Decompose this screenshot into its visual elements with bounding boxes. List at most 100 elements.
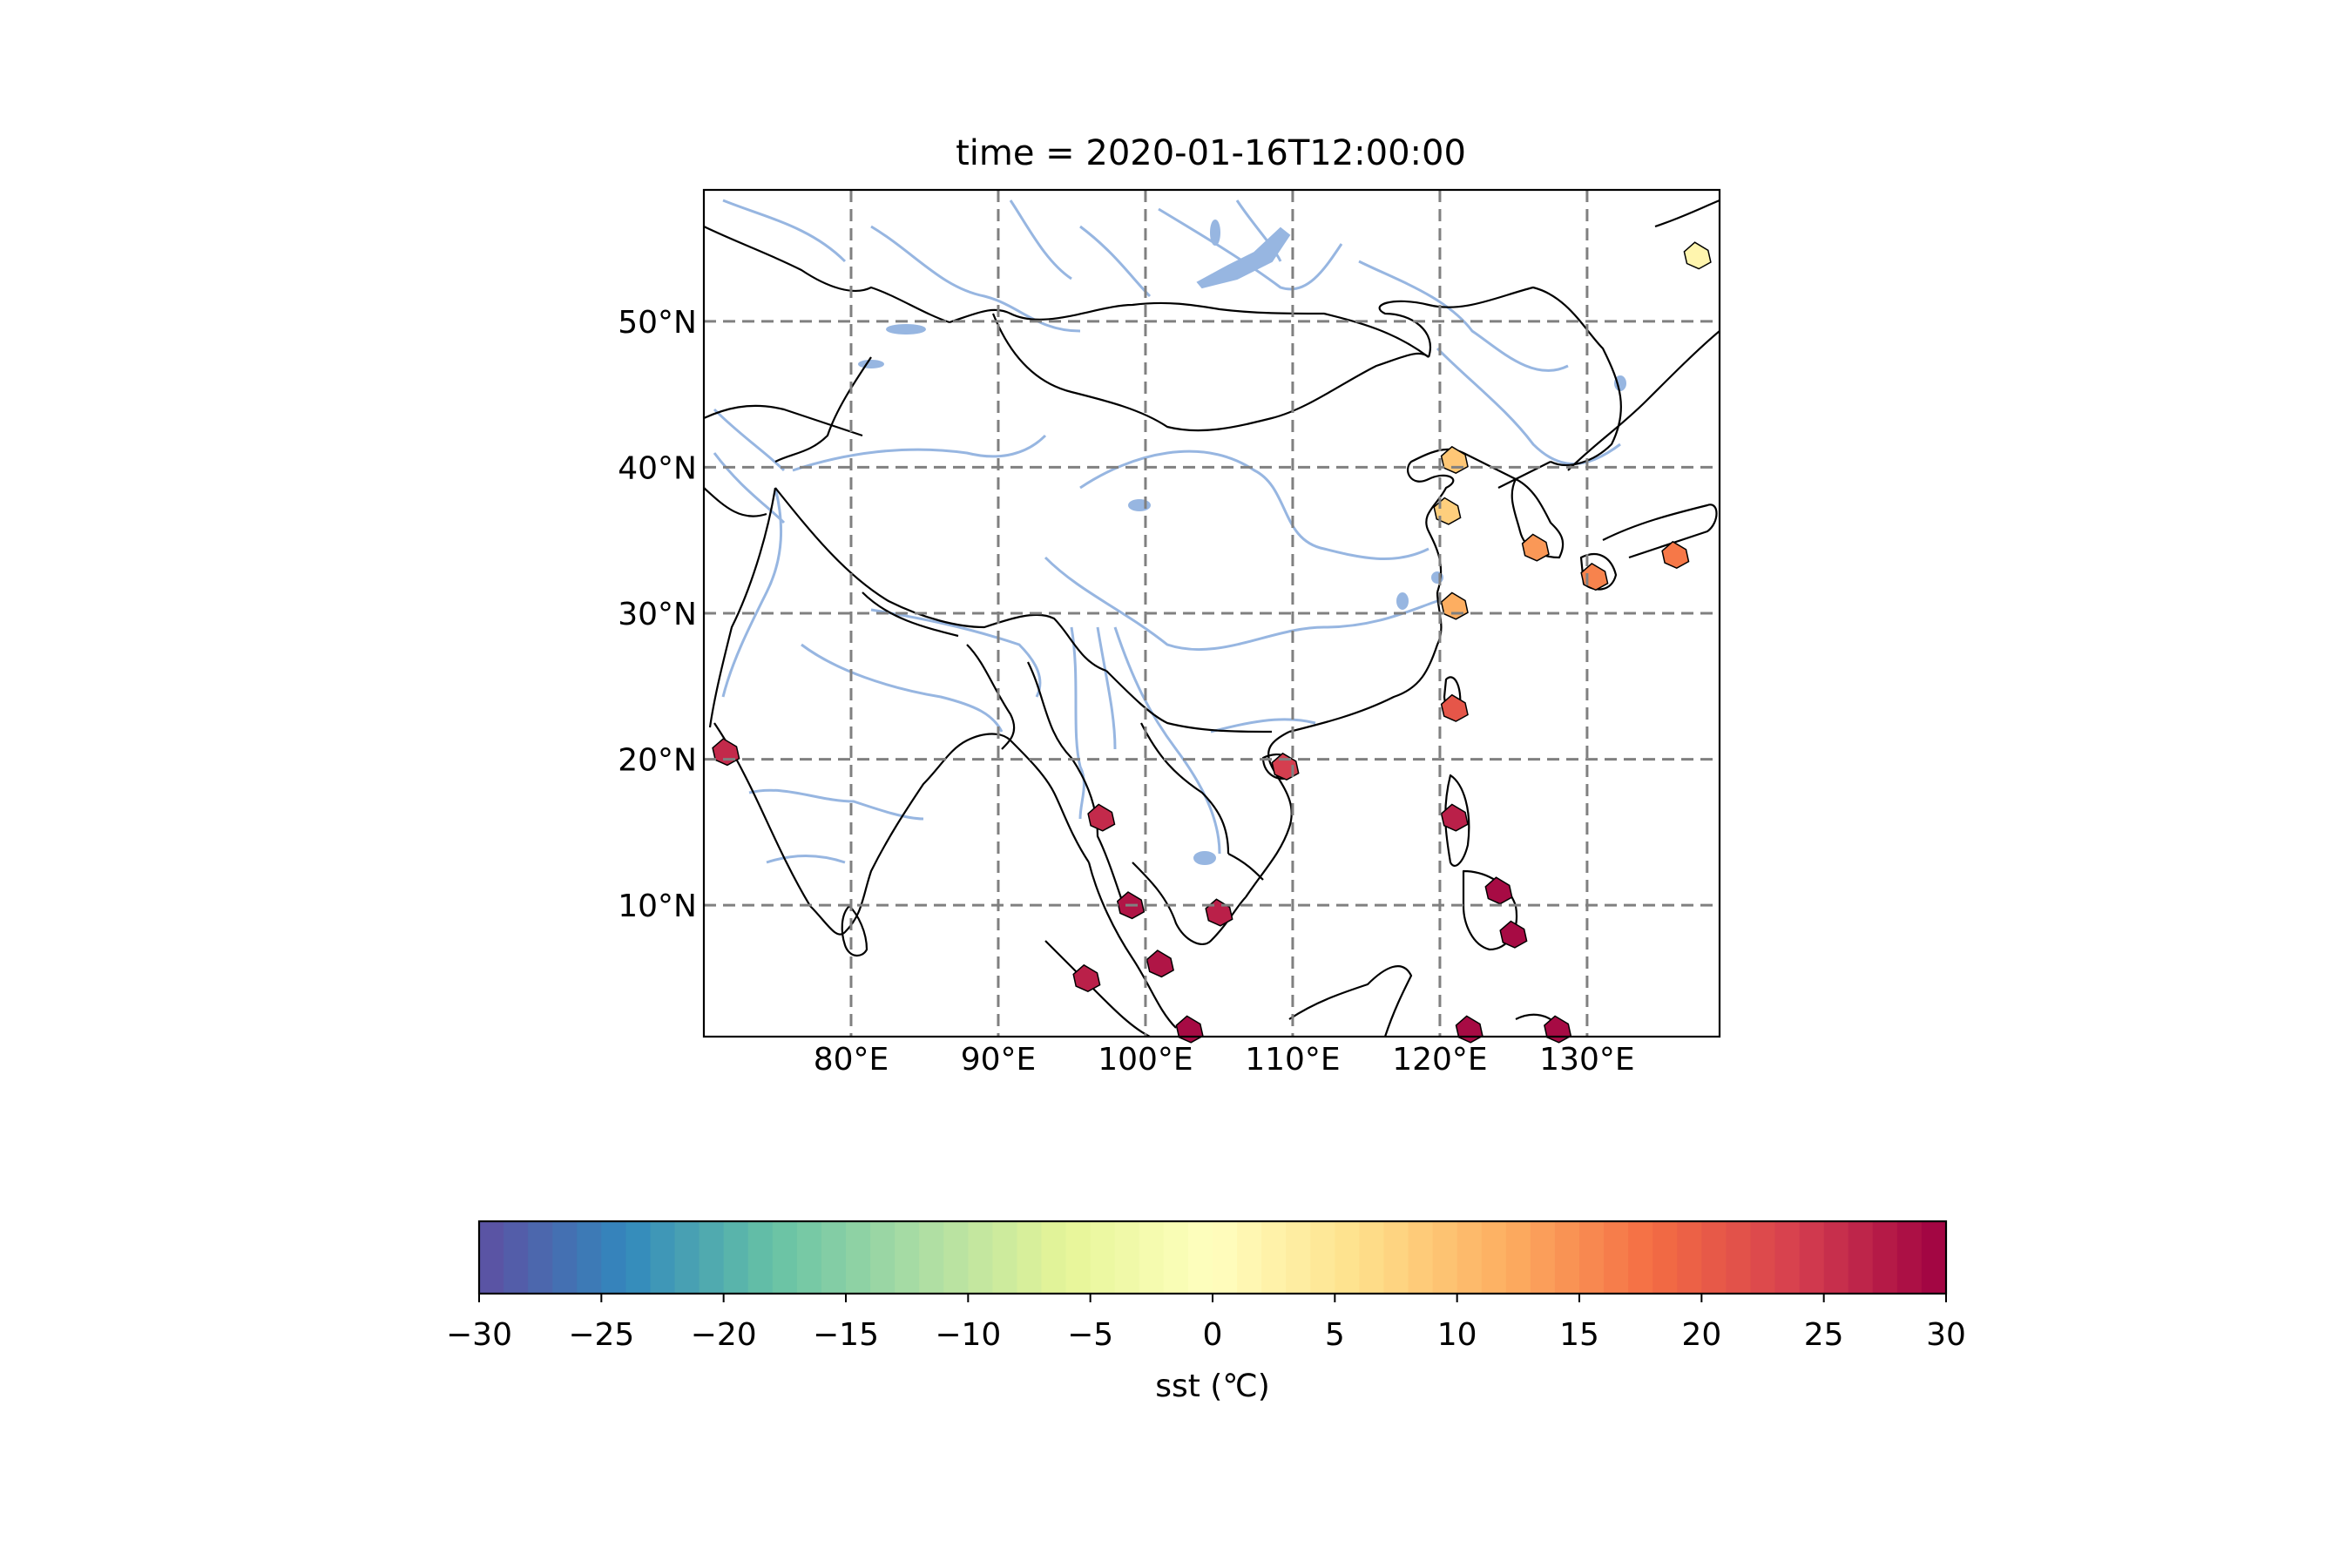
colorbar-tick-label: −5 xyxy=(1067,1317,1113,1353)
colorbar-segment xyxy=(1090,1221,1116,1294)
sst-patch xyxy=(1087,803,1116,832)
colorbar-segment xyxy=(1041,1221,1067,1294)
border-india-pakistan xyxy=(708,487,777,728)
river-irtysh xyxy=(870,225,1081,333)
border-mongolia-china xyxy=(991,313,1429,432)
coast-bay-of-bengal xyxy=(1010,740,1090,863)
lon-tick-label: 110°E xyxy=(1245,1042,1340,1078)
colorbar-segment xyxy=(577,1221,602,1294)
colorbar-segment xyxy=(1896,1221,1923,1294)
colorbar-segment xyxy=(1335,1221,1360,1294)
river-amur xyxy=(1358,260,1569,372)
coast-india xyxy=(713,722,1011,936)
colorbar-segment xyxy=(674,1221,700,1294)
lat-tick-label: 20°N xyxy=(618,743,697,779)
colorbar-segment xyxy=(1677,1221,1702,1294)
colorbar-segment xyxy=(992,1221,1018,1294)
sst-patch xyxy=(1072,963,1101,993)
sst-patch xyxy=(1499,920,1528,949)
latitude-labels: 10°N 20°N 30°N 40°N 50°N xyxy=(618,305,697,924)
river-tarim xyxy=(792,434,1047,472)
colorbar-segment xyxy=(1456,1221,1483,1294)
river-pearl xyxy=(1210,718,1316,733)
border-laos-thailand xyxy=(1140,722,1230,855)
river-yellow xyxy=(1079,449,1429,561)
colorbar-segment xyxy=(625,1221,652,1294)
colorbar-segment xyxy=(1139,1221,1165,1294)
colorbar-segment xyxy=(1505,1221,1531,1294)
lon-tick-label: 80°E xyxy=(814,1042,889,1078)
colorbar-tick-label: −15 xyxy=(813,1317,879,1353)
coast-korea xyxy=(1511,477,1565,559)
border-india-nepal xyxy=(862,591,959,638)
lat-tick-label: 50°N xyxy=(618,305,697,341)
colorbar-ticks: −30 −25 −20 −15 −10 −5 0 5 10 15 20 25 30 xyxy=(446,1294,1966,1353)
colorbar-segment xyxy=(1359,1221,1385,1294)
colorbar-segment xyxy=(895,1221,920,1294)
border-afghanistan xyxy=(703,487,767,517)
colorbar-segment xyxy=(1187,1221,1213,1294)
gridlines xyxy=(704,190,1720,1037)
lat-tick-label: 30°N xyxy=(618,597,697,632)
colorbar-segment xyxy=(1237,1221,1262,1294)
borders-layer xyxy=(703,226,1622,907)
border-vietnam-cambodia xyxy=(1227,853,1264,881)
colorbar-segment xyxy=(1065,1221,1092,1294)
coast-russia-pacific xyxy=(1567,330,1720,471)
colorbar-segment xyxy=(1872,1221,1898,1294)
colorbar-segment xyxy=(1848,1221,1874,1294)
colorbar-tick-label: −10 xyxy=(935,1317,1001,1353)
lake-poyang xyxy=(1396,592,1409,610)
colorbar-segment xyxy=(1432,1221,1458,1294)
lon-tick-label: 90°E xyxy=(961,1042,1037,1078)
border-china-kazakhstan xyxy=(774,356,872,463)
colorbar-segment xyxy=(1213,1221,1238,1294)
lon-tick-label: 100°E xyxy=(1098,1042,1193,1078)
river-syr-darya xyxy=(713,408,786,472)
colorbar-tick-label: 10 xyxy=(1437,1317,1477,1353)
river-india-south xyxy=(766,855,846,864)
lake-khovsgol xyxy=(1210,220,1220,246)
colorbar-tick-label: 20 xyxy=(1681,1317,1721,1353)
colorbar-segment xyxy=(1579,1221,1605,1294)
colorbar-segment xyxy=(699,1221,725,1294)
colorbar-tick-label: −30 xyxy=(446,1317,512,1353)
coast-okhotsk xyxy=(1654,199,1720,228)
border-china-russia-ne xyxy=(1378,286,1622,466)
longitude-labels: 80°E 90°E 100°E 110°E 120°E 130°E xyxy=(814,1042,1635,1078)
sst-patch xyxy=(1146,950,1174,978)
colorbar-segment xyxy=(1921,1221,1947,1294)
river-ganges xyxy=(801,643,1004,733)
lake-balkhash xyxy=(886,324,926,335)
colorbar-segment xyxy=(650,1221,676,1294)
sst-patch xyxy=(1683,241,1712,270)
map-frame xyxy=(702,188,1721,1038)
colorbar-segment xyxy=(1750,1221,1776,1294)
colorbar-segment xyxy=(1261,1221,1287,1294)
colorbar-segment xyxy=(1530,1221,1556,1294)
colorbar-segment xyxy=(1774,1221,1801,1294)
colorbar-segment xyxy=(1114,1221,1140,1294)
sst-patch xyxy=(1440,693,1469,722)
lat-tick-label: 10°N xyxy=(618,889,697,924)
colorbar-tick-label: 0 xyxy=(1203,1317,1223,1353)
colorbar-segment xyxy=(1628,1221,1653,1294)
coast-vietnam xyxy=(1245,731,1293,898)
sst-patch xyxy=(1440,803,1469,832)
colorbar-segment xyxy=(1604,1221,1629,1294)
colorbar-segment xyxy=(1383,1221,1409,1294)
colorbar-segment xyxy=(846,1221,871,1294)
colorbar-segment xyxy=(1652,1221,1678,1294)
colorbar-tick-label: 5 xyxy=(1325,1317,1345,1353)
lon-tick-label: 120°E xyxy=(1392,1042,1487,1078)
colorbar-tick-label: −20 xyxy=(691,1317,757,1353)
colorbar-segment xyxy=(796,1221,822,1294)
colorbar-segment xyxy=(919,1221,944,1294)
border-china-korea xyxy=(1497,461,1551,489)
colorbar-segment xyxy=(1286,1221,1311,1294)
colorbar-segment xyxy=(1701,1221,1727,1294)
colorbar-segment xyxy=(1823,1221,1849,1294)
border-russia-mongolia xyxy=(949,301,1429,358)
